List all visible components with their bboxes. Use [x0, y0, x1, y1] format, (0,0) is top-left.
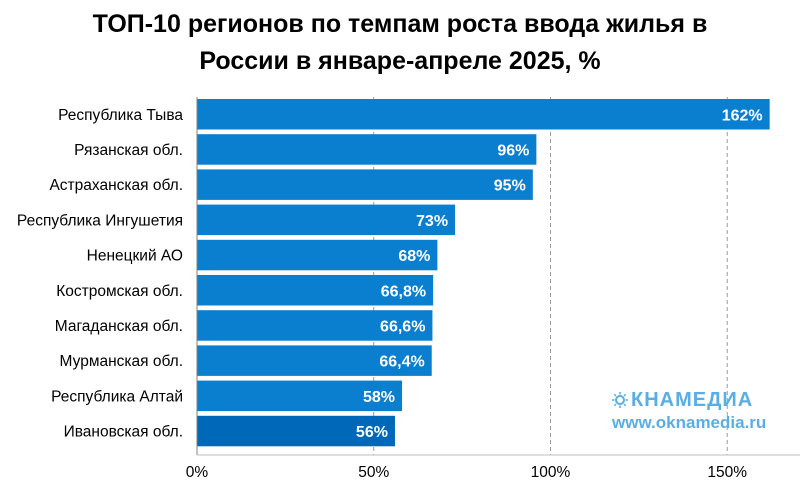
bar-6: [197, 275, 434, 306]
bar-3: [197, 169, 533, 200]
watermark-logo-text: КНАМЕДИА: [631, 389, 754, 411]
data-label-6: 66,8%: [381, 283, 426, 300]
x-tick-label-150: 150%: [707, 464, 747, 481]
data-label-3: 95%: [494, 178, 526, 195]
bar-9: [197, 380, 403, 412]
category-label-4: Республика Ингушетия: [17, 212, 183, 229]
data-label-10: 56%: [356, 424, 388, 441]
sun-icon: [612, 392, 628, 408]
watermark-logo: КНАМЕДИА: [612, 388, 792, 412]
category-label-7: Магаданская обл.: [55, 318, 183, 335]
category-label-10: Ивановская обл.: [64, 424, 183, 441]
bar-8: [197, 345, 432, 376]
category-label-8: Мурманская обл.: [60, 353, 183, 370]
bar-10: [197, 415, 395, 447]
x-tick-label-100: 100%: [531, 464, 571, 481]
bar-1: [197, 99, 770, 130]
bar-4: [197, 204, 456, 236]
watermark-url: www.oknamedia.ru: [612, 413, 767, 432]
data-label-5: 68%: [398, 248, 430, 265]
data-label-9: 58%: [363, 389, 395, 406]
bar-2: [197, 134, 537, 165]
x-tick-label-50: 50%: [358, 464, 389, 481]
data-label-1: 162%: [722, 107, 763, 124]
data-label-2: 96%: [497, 142, 529, 159]
category-label-9: Республика Алтай: [51, 388, 183, 405]
chart-title-line-2: России в январе-апреле 2025, %: [199, 47, 601, 75]
bar-5: [197, 239, 438, 271]
watermark: КНАМЕДИА www.oknamedia.ru: [612, 388, 792, 434]
data-label-8: 66,4%: [379, 354, 424, 371]
chart-title-line-1: ТОП-10 регионов по темпам роста ввода жи…: [92, 10, 708, 38]
x-tick-label-0: 0%: [186, 464, 209, 481]
chart-title: ТОП-10 регионов по темпам роста ввода жи…: [0, 6, 800, 80]
bar-7: [197, 310, 433, 341]
category-label-3: Астраханская обл.: [49, 177, 183, 194]
category-label-5: Ненецкий АО: [87, 248, 183, 265]
category-label-6: Костромская обл.: [56, 283, 183, 300]
data-label-7: 66,6%: [380, 318, 425, 335]
data-label-4: 73%: [416, 213, 448, 230]
category-label-2: Рязанская обл.: [74, 142, 183, 159]
category-label-1: Республика Тыва: [58, 107, 183, 124]
